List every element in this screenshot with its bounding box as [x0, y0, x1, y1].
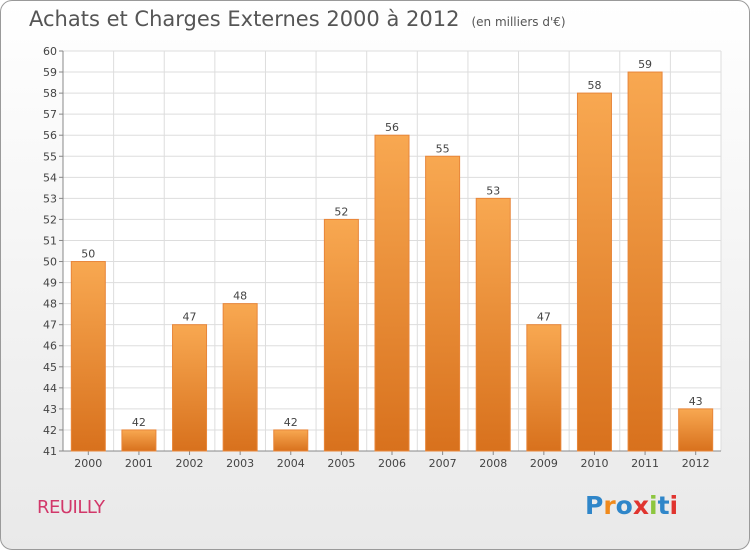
chart-title: Achats et Charges Externes 2000 à 2012 (e…: [29, 7, 566, 31]
x-tick-label: 2006: [378, 457, 406, 470]
y-tick-label: 42: [43, 424, 57, 437]
chart-unit: (en milliers d'€): [471, 15, 566, 29]
logo-letter: i: [669, 491, 679, 520]
data-label: 47: [183, 311, 197, 324]
bar: [273, 429, 309, 452]
y-tick-label: 45: [43, 361, 57, 374]
x-tick-label: 2004: [277, 457, 305, 470]
x-tick-label: 2002: [176, 457, 204, 470]
x-tick-label: 2012: [682, 457, 710, 470]
commune-name: REUILLY: [37, 497, 105, 518]
bar: [576, 92, 612, 452]
data-label: 55: [436, 142, 450, 155]
y-tick-label: 47: [43, 319, 57, 332]
logo-letter: x: [632, 491, 649, 520]
data-label: 53: [486, 184, 500, 197]
x-tick-label: 2009: [530, 457, 558, 470]
data-label: 42: [284, 416, 298, 429]
bar: [374, 134, 410, 452]
proxiti-logo: Proxiti: [585, 491, 678, 520]
data-label: 59: [638, 58, 652, 71]
bar: [425, 155, 461, 452]
x-tick-label: 2000: [74, 457, 102, 470]
y-tick-label: 60: [43, 45, 57, 58]
bar: [70, 261, 106, 452]
data-label: 56: [385, 121, 399, 134]
bar: [526, 324, 562, 452]
y-tick-label: 43: [43, 403, 57, 416]
y-tick-label: 46: [43, 340, 57, 353]
y-tick-label: 58: [43, 87, 57, 100]
bar: [172, 324, 208, 452]
y-tick-label: 57: [43, 108, 57, 121]
x-tick-label: 2008: [479, 457, 507, 470]
data-label: 52: [334, 205, 348, 218]
y-tick-label: 41: [43, 445, 57, 458]
y-tick-label: 51: [43, 234, 57, 247]
y-tick-label: 52: [43, 213, 57, 226]
logo-letter: o: [615, 491, 633, 520]
bar: [475, 197, 511, 452]
data-label: 58: [587, 79, 601, 92]
x-tick-label: 2010: [580, 457, 608, 470]
logo-letter: r: [603, 491, 616, 520]
x-tick-label: 2011: [631, 457, 659, 470]
labels: 41 42 43 44 45 46 47 48 49 50 51 52 53 54 55 56 57 58 59 60…: [43, 45, 710, 470]
y-tick-label: 44: [43, 382, 57, 395]
data-label: 48: [233, 290, 247, 303]
data-label: 50: [81, 248, 95, 261]
y-tick-label: 55: [43, 150, 57, 163]
x-tick-label: 2007: [429, 457, 457, 470]
y-tick-label: 50: [43, 256, 57, 269]
bars: [70, 71, 714, 452]
bar: [323, 218, 359, 452]
data-label: 43: [689, 395, 703, 408]
y-tick-label: 59: [43, 66, 57, 79]
x-tick-label: 2003: [226, 457, 254, 470]
bar: [627, 71, 663, 452]
y-tick-label: 54: [43, 171, 57, 184]
logo-letter: P: [585, 491, 604, 520]
x-tick-label: 2005: [327, 457, 355, 470]
y-tick-label: 48: [43, 298, 57, 311]
y-tick-label: 49: [43, 277, 57, 290]
logo-letter: t: [657, 491, 670, 520]
logo-letter: i: [649, 491, 658, 520]
bar: [121, 429, 157, 452]
bar: [678, 408, 714, 452]
y-tick-label: 56: [43, 129, 57, 142]
data-label: 47: [537, 311, 551, 324]
chart-title-text: Achats et Charges Externes 2000 à 2012: [29, 7, 460, 31]
data-label: 42: [132, 416, 146, 429]
x-tick-label: 2001: [125, 457, 153, 470]
bar: [222, 303, 258, 452]
y-tick-label: 53: [43, 192, 57, 205]
